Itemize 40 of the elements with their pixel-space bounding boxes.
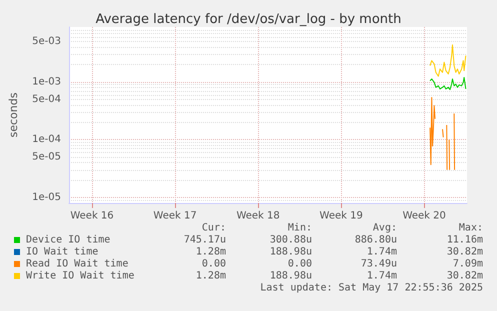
legend-label: IO Wait time — [26, 246, 98, 258]
y-tick-label: 5e-03 — [32, 36, 61, 48]
text: Max: — [458, 222, 483, 234]
x-tick-label: Week 16 — [70, 210, 114, 222]
legend-label: Device IO time — [26, 234, 110, 246]
x-tick-label: Week 19 — [320, 210, 363, 222]
y-axis-title: seconds — [7, 92, 20, 138]
x-tick-label: Week 20 — [402, 210, 446, 222]
text: 1.28m — [196, 246, 226, 258]
line-series — [430, 76, 466, 90]
y-tick-label: 1e-05 — [32, 192, 61, 203]
legend-label: Write IO Wait time — [26, 270, 134, 282]
x-tick-label: Week 17 — [153, 210, 197, 222]
text: 30.82m — [446, 246, 483, 258]
text: 73.49u — [360, 258, 397, 270]
text: 11.16m — [446, 234, 483, 246]
line-series — [430, 44, 466, 77]
text: 1.74m — [366, 246, 397, 258]
legend-label: Read IO Wait time — [26, 258, 128, 270]
text: 300.88u — [270, 234, 312, 246]
x-tick-label: Week 18 — [236, 210, 280, 222]
text: 7.09m — [452, 258, 483, 270]
text: 188.98u — [270, 246, 312, 258]
text: Avg: — [372, 222, 397, 234]
y-tick-label: 1e-03 — [32, 76, 61, 88]
text: 1.74m — [366, 270, 397, 282]
text: 745.17u — [184, 234, 226, 246]
chart-title: Average latency for /dev/os/var_log - by month — [96, 12, 402, 27]
text: 0.00 — [202, 258, 226, 270]
text: 0.00 — [288, 258, 312, 270]
text: 30.82m — [446, 270, 483, 282]
text: Last update: Sat May 17 22:55:36 2025 — [260, 282, 483, 294]
y-tick-label: 5e-04 — [32, 94, 61, 105]
text: 1.28m — [196, 270, 226, 282]
text: 188.98u — [270, 270, 312, 282]
text: 886.80u — [354, 234, 397, 246]
text: Cur: — [202, 222, 226, 234]
y-tick-label: 5e-05 — [32, 152, 61, 163]
text: Min: — [288, 222, 312, 234]
y-tick-label: 1e-04 — [32, 134, 61, 146]
